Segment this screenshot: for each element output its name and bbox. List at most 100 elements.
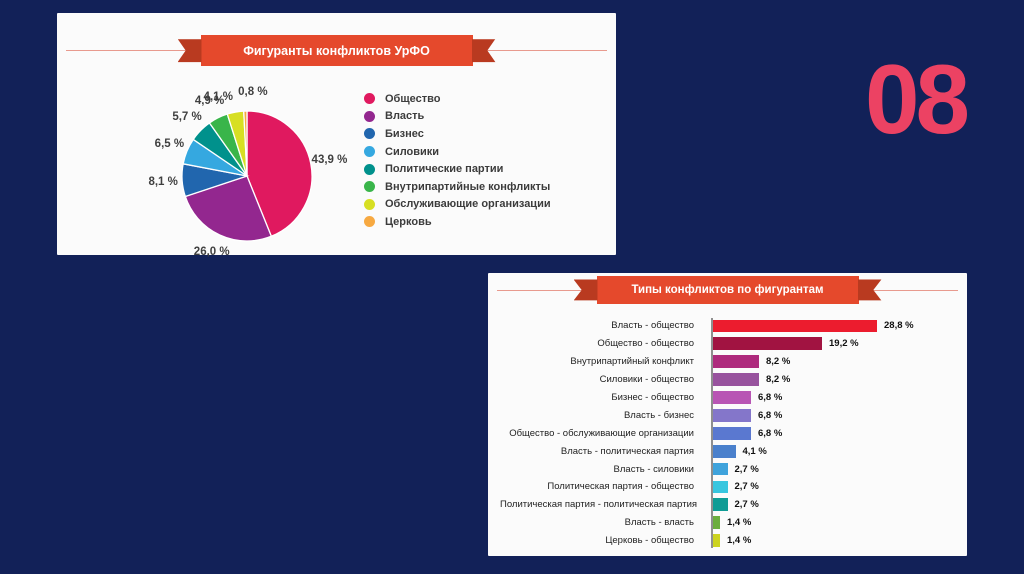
- legend-item: Церковь: [364, 213, 551, 231]
- bar: [712, 426, 751, 440]
- legend-item: Власть: [364, 108, 551, 126]
- legend-label: Политические партии: [385, 163, 504, 176]
- bar-category-label: Политическая партия - политическая парти…: [500, 499, 698, 511]
- bar-track: 8,2 %: [712, 373, 791, 387]
- legend-item: Силовики: [364, 143, 551, 161]
- bar-chart: Власть - общество 28,8 % Общество - общест…: [500, 317, 959, 550]
- bar-value-label: 2,7 %: [734, 463, 759, 475]
- pie-panel-ribbon-banner: Фигуранты конфликтов УрФО: [200, 35, 473, 66]
- bar-row: Общество - общество 19,2 %: [500, 335, 959, 353]
- legend-label: Общество: [385, 92, 441, 105]
- pie-slice-0: [246, 110, 313, 238]
- bar-row: Церковь - общество 1,4 %: [500, 532, 959, 550]
- bar: [712, 480, 728, 494]
- bar-row: Власть - бизнес 6,8 %: [500, 406, 959, 424]
- bar-value-label: 28,8 %: [884, 320, 914, 332]
- legend-label: Церковь: [385, 215, 432, 228]
- bar-row: Силовики - общество 8,2 %: [500, 371, 959, 389]
- bar-track: 1,4 %: [712, 516, 752, 530]
- bar-row: Политическая партия - общество 2,7 %: [500, 478, 959, 496]
- bar: [712, 534, 720, 548]
- bar: [712, 319, 877, 333]
- legend-item: Общество: [364, 90, 551, 108]
- bar-track: 2,7 %: [712, 498, 759, 512]
- pie-value-label: 4,9 %: [194, 94, 225, 107]
- bar-category-label: Общество - общество: [597, 338, 694, 350]
- bar-track: 1,4 %: [712, 534, 752, 548]
- pie-panel-title: Фигуранты конфликтов УрФО: [243, 43, 430, 58]
- pie-chart-area: 43,9 % 26,0 % 8,1 % 6,5 % 5,7 % 4,9 % 4,1 % 0,8…: [148, 86, 347, 261]
- bar-value-label: 6,8 %: [758, 427, 783, 439]
- legend-label: Силовики: [385, 145, 440, 158]
- legend-item: Политические партии: [364, 160, 551, 178]
- legend-label: Власть: [385, 110, 425, 123]
- bar-track: 19,2 %: [712, 337, 859, 351]
- bar-row: Бизнес - общество 6,8 %: [500, 389, 959, 407]
- legend-item: Обслуживающие организации: [364, 196, 551, 214]
- legend-color-dot: [364, 181, 375, 193]
- bar-track: 2,7 %: [712, 480, 759, 494]
- pie-value-label: 4,1 %: [203, 91, 233, 104]
- bar: [712, 444, 736, 458]
- bar-value-label: 19,2 %: [829, 338, 859, 350]
- pie-value-label: 43,9 %: [311, 154, 348, 166]
- bar-track: 6,8 %: [712, 426, 783, 440]
- legend-label: Бизнес: [385, 127, 424, 140]
- bar: [712, 355, 759, 369]
- legend-color-dot: [364, 216, 375, 228]
- pie-value-label: 8,1 %: [148, 175, 178, 188]
- bar: [712, 373, 759, 387]
- pie-slice-1: [184, 175, 273, 242]
- bar-track: 28,8 %: [712, 319, 914, 333]
- bar-chart-axis-line: [711, 318, 713, 548]
- legend-label: Внутрипартийные конфликты: [385, 180, 551, 193]
- bar-category-label: Силовики - общество: [599, 374, 694, 386]
- bar-track: 4,1 %: [712, 444, 767, 458]
- bar: [712, 391, 751, 404]
- bar: [712, 462, 728, 476]
- bar: [712, 337, 822, 351]
- legend-color-dot: [364, 110, 375, 122]
- bar-value-label: 8,2 %: [766, 356, 791, 368]
- bar-panel-ribbon: Типы конфликтов по фигурантам: [488, 276, 967, 304]
- bar-track: 6,8 %: [712, 409, 782, 422]
- pie-value-label: 26,0 %: [193, 246, 230, 259]
- bar-track: 8,2 %: [712, 355, 791, 369]
- bar-row: Политическая партия - политическая парти…: [500, 496, 959, 514]
- bar-value-label: 1,4 %: [727, 535, 752, 547]
- bar-panel-ribbon-banner: Типы конфликтов по фигурантам: [596, 276, 859, 304]
- pie-chart: [181, 110, 313, 242]
- bar-row: Власть - власть 1,4 %: [500, 514, 959, 532]
- bar-value-label: 6,8 %: [758, 409, 783, 421]
- bar-row: Внутрипартийный конфликт 8,2 %: [500, 353, 959, 371]
- bar-row: Общество - обслуживающие организации 6,8 …: [500, 424, 959, 442]
- bar-category-label: Общество - обслуживающие организации: [509, 427, 694, 439]
- pie-value-label: 5,7 %: [172, 111, 202, 124]
- bar-category-label: Власть - власть: [624, 517, 694, 529]
- bar-value-label: 8,2 %: [766, 374, 791, 386]
- bar-category-label: Бизнес - общество: [611, 392, 694, 403]
- bar-category-label: Власть - общество: [611, 320, 694, 332]
- bar-panel: Типы конфликтов по фигурантам Власть - о…: [488, 273, 967, 556]
- legend-item: Внутрипартийные конфликты: [364, 178, 551, 196]
- pie-slice-7: [243, 110, 248, 177]
- pie-legend: Общество Власть Бизнес Силовики Политические…: [364, 90, 551, 231]
- pie-value-label: 0,8 %: [238, 86, 268, 99]
- bar-category-label: Власть - политическая партия: [560, 445, 694, 457]
- legend-color-dot: [364, 198, 375, 210]
- bar-category-label: Внутрипартийный конфликт: [570, 356, 694, 368]
- bar-category-label: Власть - бизнес: [623, 409, 694, 421]
- bar-track: 2,7 %: [712, 462, 759, 476]
- bar-value-label: 1,4 %: [727, 517, 752, 529]
- bar-value-label: 6,8 %: [758, 392, 783, 403]
- bar: [712, 409, 751, 422]
- legend-color-dot: [364, 163, 375, 175]
- bar-category-label: Власть - силовики: [613, 463, 694, 475]
- bar-value-label: 2,7 %: [734, 481, 759, 493]
- bar-category-label: Церковь - общество: [605, 535, 694, 547]
- pie-value-label: 6,5 %: [154, 137, 185, 150]
- bar-panel-title: Типы конфликтов по фигурантам: [631, 284, 824, 296]
- bar-track: 6,8 %: [712, 391, 782, 404]
- pie-panel-ribbon: Фигуранты конфликтов УрФО: [57, 35, 616, 66]
